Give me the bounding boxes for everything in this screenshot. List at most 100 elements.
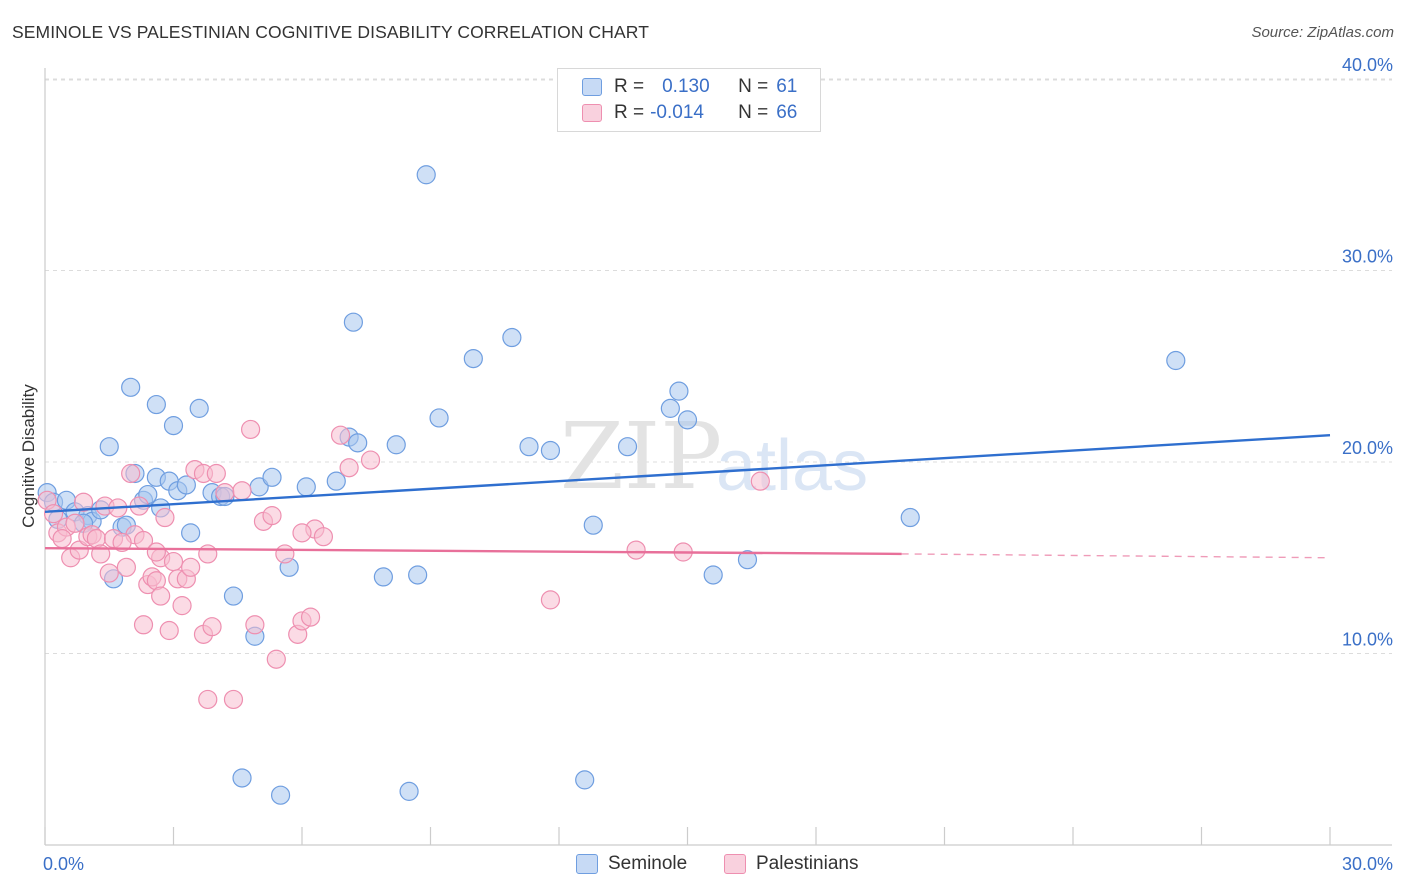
- palestinian-point: [159, 620, 179, 641]
- seminole-point: [408, 565, 428, 585]
- palestinian-point: [245, 615, 265, 635]
- n-value: 66: [776, 102, 798, 123]
- palestinian-point: [300, 607, 321, 627]
- y-tick-label: 10.0%: [1342, 630, 1393, 650]
- seminole-point: [519, 437, 539, 457]
- seminole-point: [146, 394, 166, 415]
- seminole-point: [270, 785, 291, 805]
- n-label: N =: [738, 76, 769, 97]
- seminole-label: Seminole: [608, 853, 688, 874]
- x-tick-label: 30.0%: [1342, 854, 1393, 874]
- bottom-legend-palestinians: Palestinians: [724, 851, 858, 877]
- palestinian-point: [116, 557, 136, 577]
- seminole-point: [343, 312, 363, 332]
- palestinian-point: [266, 649, 286, 669]
- n-value: 61: [776, 76, 798, 97]
- palestinian-point: [750, 471, 770, 491]
- palestinian-point: [73, 492, 94, 512]
- seminole-point: [163, 416, 184, 436]
- palestinian-point: [313, 527, 334, 547]
- watermark-zip: ZIP: [560, 403, 722, 510]
- palestinian-point: [626, 540, 646, 560]
- palestinian-point: [223, 689, 244, 710]
- seminole-point: [348, 433, 368, 453]
- palestinian-point: [330, 425, 351, 445]
- seminole-point: [677, 410, 698, 430]
- palestinian-point: [198, 689, 218, 710]
- palestinian-point: [215, 483, 235, 503]
- palestinians-swatch: [724, 854, 746, 874]
- palestinian-point: [232, 481, 252, 501]
- data-points: [37, 165, 1186, 805]
- legend-row-seminole: R = 0.130 N = 61: [582, 75, 797, 99]
- seminole-point: [540, 440, 561, 461]
- palestinian-trend-line: [44, 546, 902, 556]
- seminole-point: [900, 507, 920, 528]
- palestinian-point: [65, 513, 85, 533]
- palestinian-point: [360, 450, 381, 470]
- palestinian-point: [146, 542, 166, 562]
- seminole-point: [660, 398, 680, 418]
- palestinians-label: Palestinians: [756, 853, 859, 874]
- seminole-point: [326, 471, 346, 491]
- palestinian-point: [155, 507, 175, 528]
- palestinian-point: [206, 463, 226, 484]
- palestinian-point: [540, 590, 561, 610]
- tick-labels: 10.0% 20.0% 30.0% 40.0% 0.0% 30.0%: [43, 55, 1393, 874]
- palestinian-point: [181, 557, 201, 577]
- n-label: N =: [738, 102, 769, 123]
- y-tick-label: 40.0%: [1342, 55, 1393, 75]
- seminole-swatch: [576, 854, 598, 874]
- palestinian-point: [262, 506, 282, 526]
- seminole-point: [416, 165, 436, 185]
- seminole-point: [99, 437, 119, 457]
- seminole-point: [121, 377, 141, 397]
- seminole-point: [386, 435, 406, 455]
- trend-lines: [44, 433, 1331, 559]
- legend-row-palestinians: R = -0.014 N = 66: [582, 101, 797, 125]
- seminole-point: [296, 477, 316, 497]
- axes: [44, 68, 1392, 846]
- seminole-point: [583, 515, 603, 535]
- palestinians-swatch: [582, 104, 602, 122]
- seminole-trend-line: [44, 433, 1331, 513]
- palestinian-point: [112, 532, 132, 553]
- palestinian-point: [52, 528, 72, 549]
- seminole-swatch: [582, 78, 602, 96]
- seminole-point: [502, 327, 522, 348]
- seminole-point: [669, 381, 689, 401]
- seminole-point: [463, 348, 483, 369]
- seminole-point: [703, 565, 723, 585]
- seminole-point: [575, 770, 595, 790]
- correlation-legend: R = 0.130 N = 61 R = -0.014 N = 66: [557, 68, 821, 132]
- palestinian-point: [202, 617, 222, 637]
- seminole-point: [1166, 350, 1186, 371]
- palestinian-point: [241, 419, 261, 440]
- palestinian-point: [339, 458, 359, 478]
- palestinian-point: [99, 563, 119, 583]
- r-label: R =: [614, 76, 645, 97]
- palestinian-point: [121, 463, 141, 484]
- seminole-point: [262, 467, 282, 487]
- palestinian-point: [163, 551, 184, 572]
- palestinian-point: [292, 523, 312, 543]
- x-tick-label: 0.0%: [43, 854, 84, 874]
- palestinian-point: [198, 544, 218, 564]
- r-label: R =: [614, 102, 645, 123]
- chart-title: SEMINOLE VS PALESTINIAN COGNITIVE DISABI…: [12, 22, 649, 42]
- r-value: 0.130: [662, 76, 710, 97]
- seminole-point: [181, 523, 201, 543]
- bottom-legend-seminole: Seminole: [576, 851, 687, 877]
- palestinian-trend-extension: [901, 553, 1331, 559]
- y-tick-label: 20.0%: [1342, 438, 1393, 458]
- y-axis-label: Cognitive Disability: [19, 384, 38, 528]
- seminole-point: [189, 398, 209, 418]
- r-value: -0.014: [650, 102, 704, 123]
- seminole-point: [737, 550, 758, 570]
- seminole-point: [232, 768, 252, 788]
- palestinian-point: [43, 504, 64, 524]
- seminole-point: [399, 781, 419, 801]
- palestinian-point: [275, 544, 295, 564]
- palestinian-point: [151, 586, 171, 606]
